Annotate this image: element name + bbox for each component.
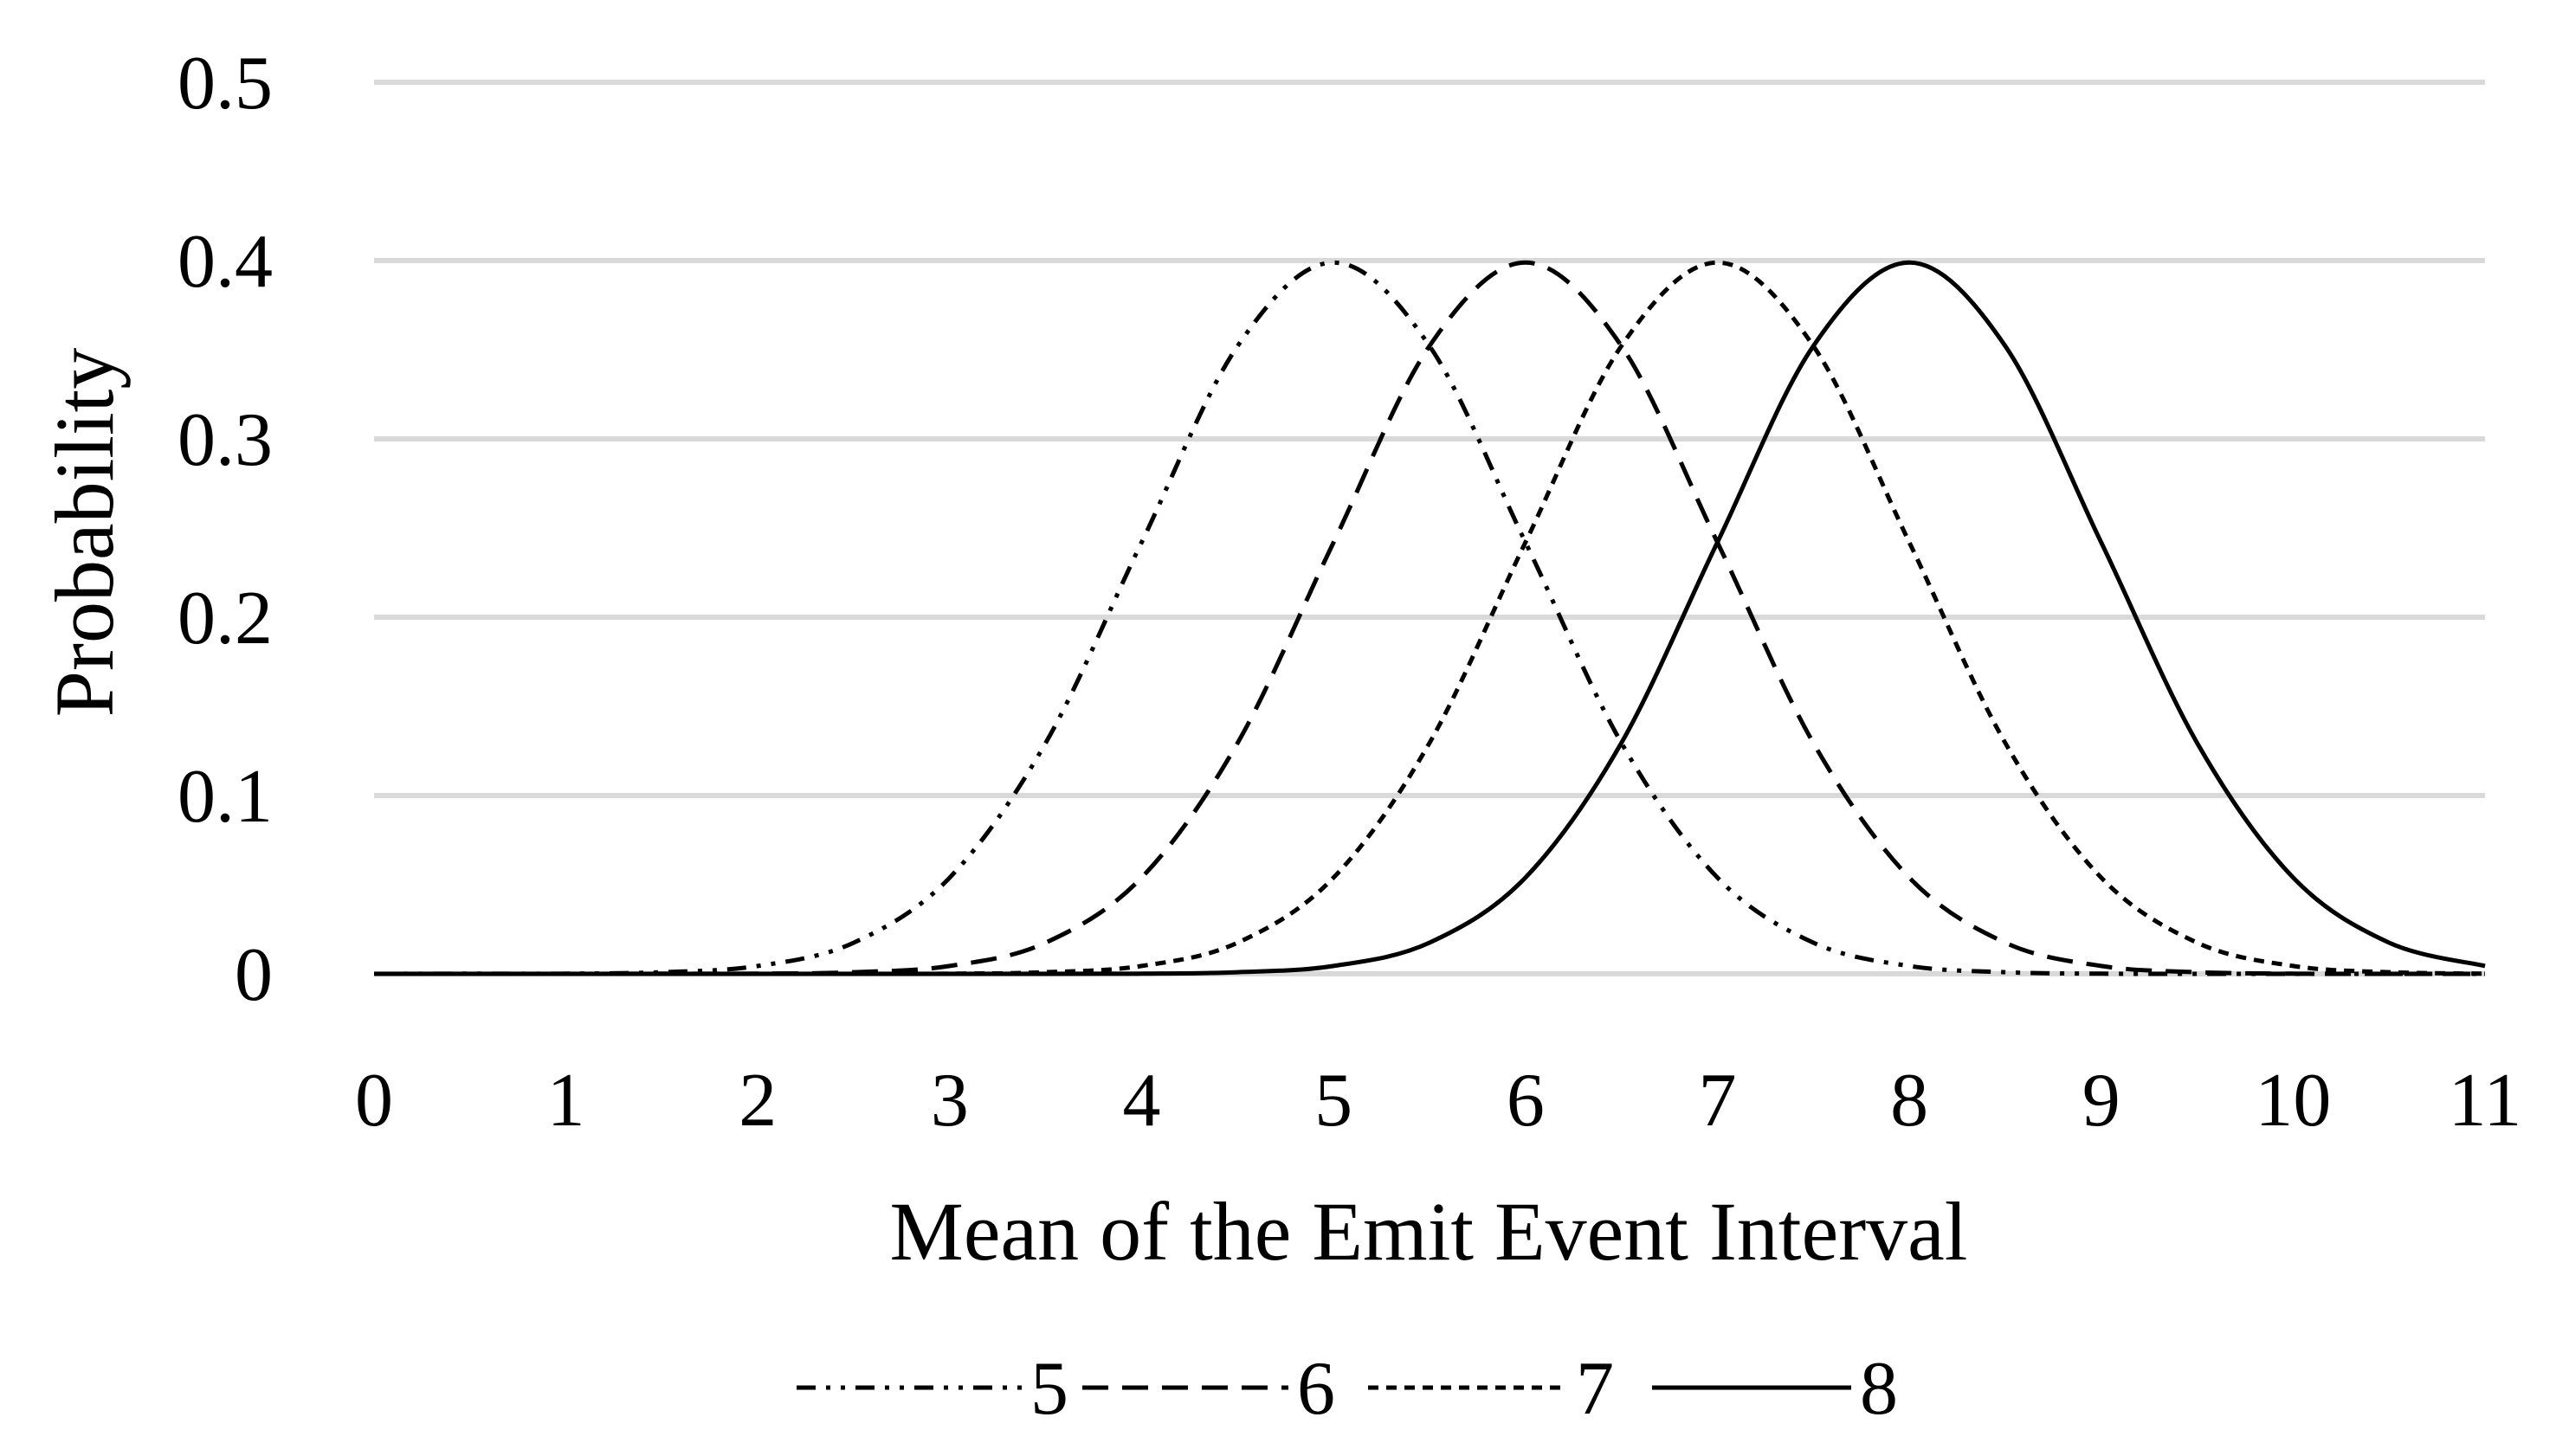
y-axis-ticks: 0 0.1 0.2 0.3 0.4 0.5: [178, 42, 273, 1017]
y-tick-label: 0.2: [178, 577, 273, 660]
x-tick-label: 0: [355, 1059, 393, 1143]
x-tick-label: 5: [1314, 1059, 1352, 1143]
y-tick-label: 0.1: [178, 755, 273, 839]
x-tick-label: 3: [931, 1059, 969, 1143]
series-line-5: [373, 260, 2485, 976]
x-tick-label: 11: [2449, 1059, 2522, 1143]
x-axis-title: Mean of the Emit Event Interval: [890, 1185, 1968, 1278]
gridlines: [374, 80, 2485, 976]
legend-label: 5: [1030, 1347, 1068, 1431]
legend-label: 6: [1297, 1347, 1335, 1431]
x-tick-label: 6: [1507, 1059, 1545, 1143]
legend-label: 7: [1576, 1347, 1614, 1431]
x-tick-label: 8: [1890, 1059, 1928, 1143]
legend: 5 6 7 8: [797, 1347, 1898, 1431]
x-tick-label: 9: [2082, 1059, 2120, 1143]
series-line-8: [374, 260, 2486, 976]
series-lines: [373, 260, 2486, 976]
y-tick-label: 0: [235, 933, 273, 1017]
x-tick-label: 1: [547, 1059, 585, 1143]
legend-label: 8: [1860, 1347, 1898, 1431]
y-tick-label: 0.5: [178, 42, 273, 126]
y-tick-label: 0.4: [178, 220, 273, 304]
x-tick-label: 2: [739, 1059, 777, 1143]
x-tick-label: 7: [1698, 1059, 1736, 1143]
series-line-6: [374, 260, 2485, 976]
legend-item-7: 7: [1368, 1347, 1614, 1431]
legend-item-5: 5: [797, 1347, 1068, 1431]
x-axis-ticks: 0 1 2 3 4 5 6 7 8 9 10 11: [355, 1059, 2521, 1143]
legend-item-8: 8: [1652, 1347, 1898, 1431]
x-tick-label: 10: [2255, 1059, 2331, 1143]
x-tick-label: 4: [1123, 1059, 1161, 1143]
y-axis-title: Probability: [38, 348, 131, 718]
legend-item-6: 6: [1082, 1347, 1335, 1431]
y-tick-label: 0.3: [178, 398, 273, 482]
